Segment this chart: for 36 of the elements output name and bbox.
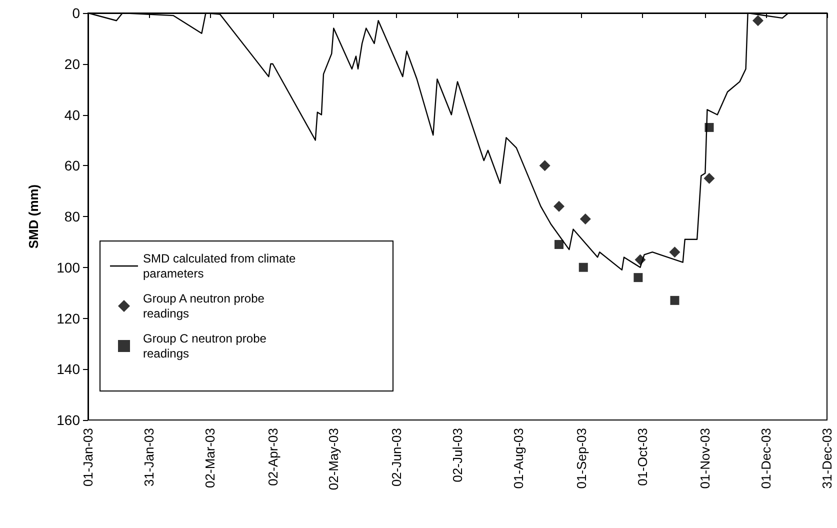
point [670, 296, 680, 305]
point [752, 15, 764, 26]
point [554, 240, 564, 249]
y-tick-label: 40 [64, 106, 80, 123]
point [704, 172, 715, 184]
y-tick-label: 60 [64, 158, 80, 174]
y-axis-title: SMD (mm) [26, 184, 41, 249]
x-tick-label: 01-Aug-03 [510, 428, 526, 489]
y-tick-label: 160 [56, 412, 80, 428]
x-tick-label: 02-Jul-03 [450, 428, 465, 482]
x-tick-label: 31-Jan-03 [141, 428, 156, 487]
x-tick-label: 31-Dec-03 [820, 428, 834, 489]
y-tick-label: 120 [56, 310, 80, 326]
legend-label: Group C neutron probe readings [143, 332, 270, 360]
x-tick-label: 01-Nov-03 [698, 428, 713, 489]
legend-label: Group A neutron probe readings [143, 292, 268, 320]
x-tick-label: 02-Apr-03 [265, 428, 280, 486]
x-tick-label: 02-Mar-03 [202, 428, 218, 488]
y-tick-label: 100 [56, 259, 80, 276]
x-tick-label: 01-Oct-03 [634, 428, 650, 486]
point [634, 273, 643, 282]
y-tick-label: 140 [56, 361, 80, 378]
x-tick-label: 02-May-03 [326, 428, 342, 490]
point [539, 160, 550, 172]
x-tick-label: 01-Sep-03 [574, 428, 589, 489]
point [578, 262, 588, 272]
x-tick-label: 01-Dec-03 [758, 428, 774, 489]
y-tick-label: 0 [72, 5, 80, 21]
point [580, 214, 591, 225]
y-tick-label: 20 [64, 56, 80, 72]
x-tick-label: 02-Jun-03 [389, 428, 404, 487]
point [554, 200, 565, 212]
legend-label: SMD calculated from climate parameters [143, 252, 300, 280]
x-tick-label: 01-Jan-03 [80, 428, 96, 487]
point [669, 246, 680, 258]
y-tick-label: 80 [64, 208, 80, 224]
